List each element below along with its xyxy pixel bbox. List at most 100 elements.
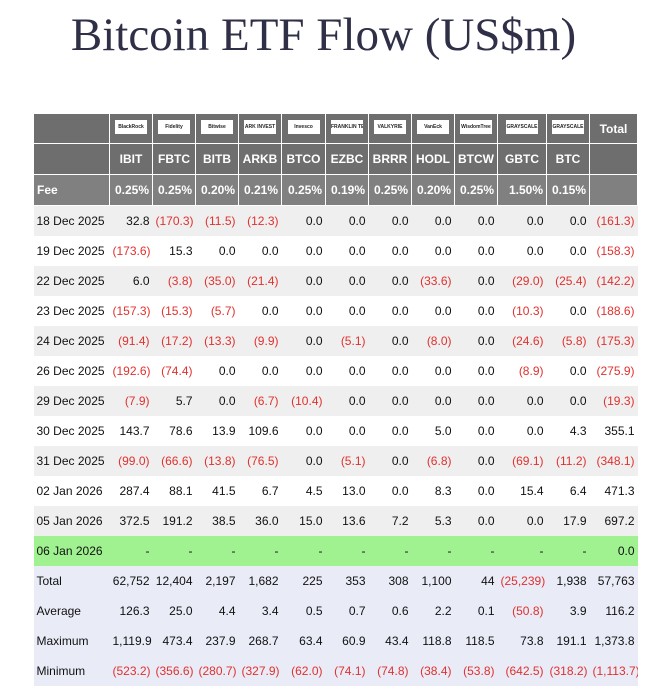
row-label: 30 Dec 2025 <box>36 424 105 438</box>
row-label: Average <box>33 596 110 626</box>
value-cell: (8.0) <box>411 326 455 356</box>
value-cell: (91.4) <box>109 326 153 356</box>
fee: 0.25% <box>368 174 412 206</box>
value-cell: (62.0) <box>281 656 326 686</box>
value-cell: 4.5 <box>305 484 323 498</box>
summary-row: Minimum (523.2) (356.6) (280.7) (327.9) (62.0… <box>33 656 638 686</box>
value-cell: 1,100 <box>411 566 455 596</box>
value-cell: (11.2) <box>546 446 590 476</box>
value-cell: 308 <box>368 566 412 596</box>
data-row: 30 Dec 2025 143.7 78.6 13.9 109.6 0.0 0.0 0.0 5.… <box>34 416 638 446</box>
value-cell: (173.6) <box>112 244 151 258</box>
header-cell <box>589 143 638 175</box>
value-cell: 0.0 <box>454 326 498 356</box>
value-cell: 0.5 <box>281 596 326 626</box>
logo-cell: Bitwise <box>195 113 239 144</box>
value-cell: (53.8) <box>454 656 498 686</box>
value-cell: 0.7 <box>325 596 369 626</box>
value-cell: 0.0 <box>477 244 495 258</box>
value-cell: (142.2) <box>589 266 638 296</box>
ticker: BTCW <box>454 143 498 175</box>
header-cell <box>33 113 110 144</box>
row-label: 23 Dec 2025 <box>36 304 105 318</box>
value-cell: 0.0 <box>497 506 547 536</box>
row-label: 22 Dec 2025 <box>33 266 110 296</box>
value-cell: 0.0 <box>526 244 544 258</box>
value-cell: (25,239) <box>497 566 547 596</box>
ticker: IBIT <box>109 143 153 175</box>
value-cell: 0.0 <box>454 506 498 536</box>
fee-row: Fee 0.25% 0.25% 0.20% 0.21% 0.25% 0.19% 0.25% 0.… <box>33 174 638 206</box>
value-cell: 13.6 <box>325 506 369 536</box>
value-cell: 2,197 <box>195 566 239 596</box>
value-cell: (1,113.7) <box>589 656 638 686</box>
value-cell: 0.0 <box>569 304 587 318</box>
value-cell: 0.0 <box>348 304 366 318</box>
etf-table: BlackRock Fidelity Bitwise ARK INVEST Invesc… <box>33 113 638 686</box>
value-cell: 225 <box>281 566 326 596</box>
value-cell: 4.4 <box>195 596 239 626</box>
value-cell: 355.1 <box>604 424 635 438</box>
fee: 0.25% <box>281 174 326 206</box>
logo: BlackRock <box>115 120 147 134</box>
value-cell: 0.0 <box>411 386 455 416</box>
value-cell: - <box>325 536 369 566</box>
value-cell: 62,752 <box>109 566 153 596</box>
fee: 0.20% <box>195 174 239 206</box>
value-cell: 0.0 <box>434 244 452 258</box>
value-cell: 0.0 <box>477 364 495 378</box>
value-cell: (8.9) <box>518 364 544 378</box>
logo-row: BlackRock Fidelity Bitwise ARK INVEST Invesc… <box>33 113 638 144</box>
value-cell: 88.1 <box>169 484 193 498</box>
value-cell: - <box>195 536 239 566</box>
logo-cell: BlackRock <box>109 113 153 144</box>
value-cell: 0.0 <box>348 364 366 378</box>
row-label: 18 Dec 2025 <box>33 205 110 236</box>
value-cell: 8.3 <box>434 484 452 498</box>
ticker: BTC <box>546 143 590 175</box>
value-cell: 0.0 <box>391 304 409 318</box>
value-cell: 41.5 <box>212 484 236 498</box>
value-cell: 0.0 <box>305 244 323 258</box>
value-cell: 473.4 <box>152 626 196 656</box>
value-cell: (35.0) <box>195 266 239 296</box>
value-cell: 0.0 <box>325 205 369 236</box>
logo: FRANKLIN TEMPLETON <box>331 120 363 134</box>
value-cell: - <box>546 536 590 566</box>
value-cell: 0.0 <box>477 304 495 318</box>
value-cell: - <box>497 536 547 566</box>
value-cell: 118.5 <box>454 626 498 656</box>
row-label: Minimum <box>33 656 110 686</box>
value-cell: - <box>152 536 196 566</box>
value-cell: 1,938 <box>546 566 590 596</box>
value-cell: 6.7 <box>261 484 279 498</box>
value-cell: - <box>238 536 282 566</box>
value-cell: 191.2 <box>152 506 196 536</box>
value-cell: 5.0 <box>434 424 452 438</box>
value-cell: 0.0 <box>477 484 495 498</box>
value-cell: (5.1) <box>325 326 369 356</box>
value-cell: 0.0 <box>348 424 366 438</box>
ticker: ARKB <box>238 143 282 175</box>
value-cell: 57,763 <box>589 566 638 596</box>
logo: GRAYSCALE <box>506 120 538 134</box>
value-cell: 0.0 <box>261 244 279 258</box>
row-label: 02 Jan 2026 <box>36 484 103 498</box>
value-cell: (6.7) <box>238 386 282 416</box>
value-cell: 15.3 <box>169 244 193 258</box>
value-cell: 4.3 <box>569 424 587 438</box>
logo: GRAYSCALE <box>552 120 584 134</box>
logo-cell: Fidelity <box>152 113 196 144</box>
row-label: Maximum <box>33 626 110 656</box>
value-cell: (10.4) <box>281 386 326 416</box>
value-cell: (188.6) <box>596 304 635 318</box>
table-body: BlackRock Fidelity Bitwise ARK INVEST Invesc… <box>33 113 638 686</box>
ticker: BRRR <box>368 143 412 175</box>
value-cell: 1,682 <box>238 566 282 596</box>
data-row: 29 Dec 2025 (7.9) 5.7 0.0 (6.7) (10.4) 0.0 0.0 0… <box>33 386 638 416</box>
value-cell: 13.9 <box>212 424 236 438</box>
value-cell: 372.5 <box>109 506 153 536</box>
header-cell <box>589 174 638 206</box>
value-cell: 15.0 <box>281 506 326 536</box>
